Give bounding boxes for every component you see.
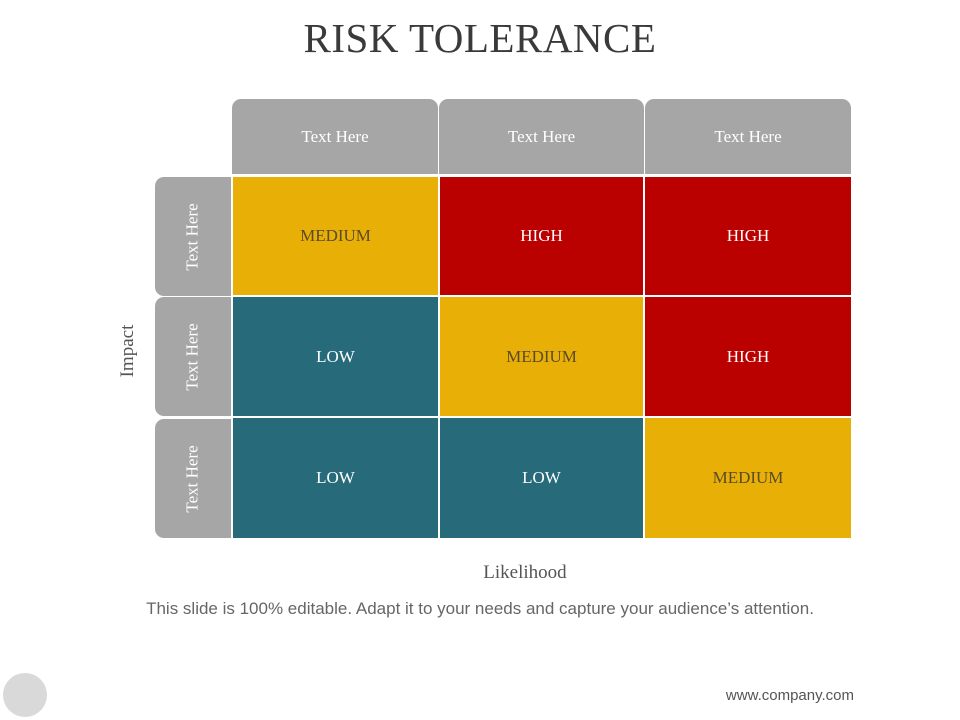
matrix-cell-r3c2: LOW	[440, 418, 643, 538]
slide-caption: This slide is 100% editable. Adapt it to…	[146, 599, 814, 618]
matrix-cell-r1c1: MEDIUM	[233, 177, 438, 295]
matrix-cell-r2c2: MEDIUM	[440, 297, 643, 416]
column-header-1: Text Here	[232, 99, 438, 174]
row-header-2-label: Text Here	[183, 322, 202, 391]
matrix-cell-r1c3: HIGH	[645, 177, 851, 295]
y-axis-label: Impact	[117, 324, 138, 378]
row-header-3: Text Here	[155, 419, 231, 538]
matrix-cell-r3c3: MEDIUM	[645, 418, 851, 538]
row-header-2: Text Here	[155, 297, 231, 416]
column-header-2: Text Here	[439, 99, 644, 174]
footer-url: www.company.com	[725, 687, 854, 704]
column-header-3: Text Here	[645, 99, 851, 174]
matrix-cell-r2c3: HIGH	[645, 297, 851, 416]
matrix-cell-r1c2: HIGH	[440, 177, 643, 295]
x-axis-label: Likelihood	[483, 562, 567, 583]
row-header-1: Text Here	[155, 177, 231, 296]
matrix-cell-r2c1: LOW	[233, 297, 438, 416]
row-header-3-label: Text Here	[183, 444, 202, 513]
row-header-1-label: Text Here	[183, 202, 202, 271]
decorative-circle	[3, 673, 47, 717]
slide-title: RISK TOLERANCE	[303, 15, 657, 61]
matrix-cell-r3c1: LOW	[233, 418, 438, 538]
